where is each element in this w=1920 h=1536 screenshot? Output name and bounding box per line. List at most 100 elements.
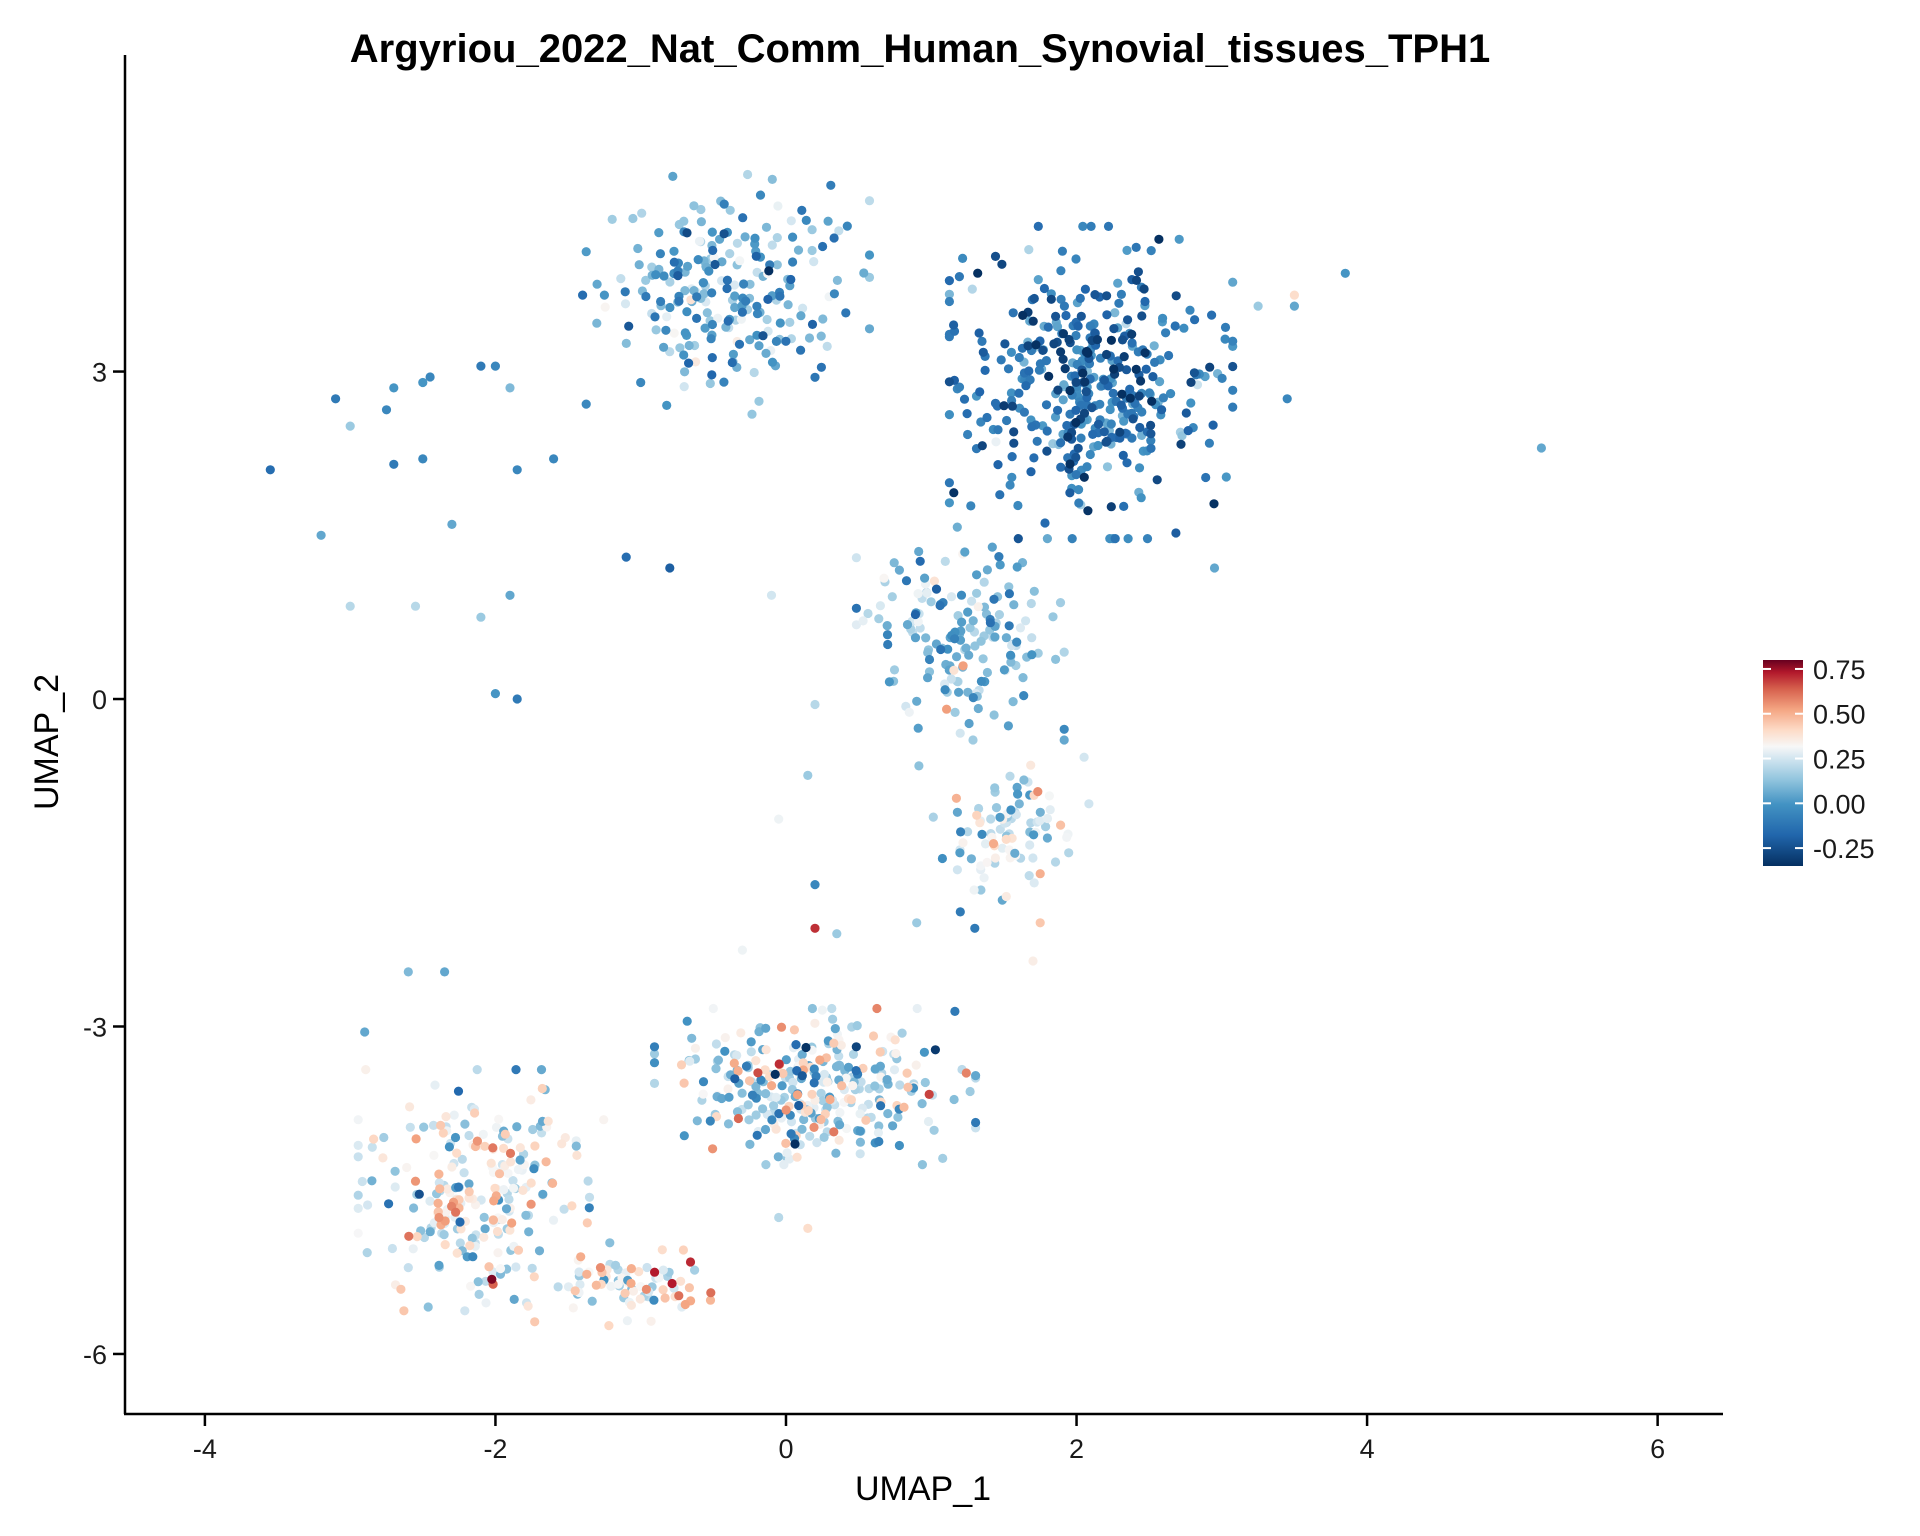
scatter-point [989,594,999,604]
scatter-point [651,325,661,335]
scatter-point [583,1176,593,1186]
scatter-point [740,232,750,242]
scatter-point [1228,336,1238,346]
scatter-point [940,556,950,567]
scatter-point [944,410,955,420]
x-tick-label: 6 [1650,1434,1665,1464]
scatter-point [973,703,983,714]
scatter-point [1171,528,1181,538]
scatter-point [679,350,689,360]
scatter-point [789,1025,800,1035]
scatter-point [465,1241,475,1251]
scatter-point [985,618,996,628]
scatter-point [1102,310,1112,320]
scatter-point [810,699,820,710]
scatter-point [1174,234,1184,244]
scatter-point [1025,840,1035,850]
scatter-point [962,409,972,419]
scatter-point [476,361,486,371]
scatter-point [961,1068,971,1078]
scatter-point [938,1153,948,1163]
scatter-point [894,565,905,575]
scatter-point [940,685,950,695]
scatter-point [864,196,875,206]
scatter-point [761,1023,771,1033]
scatter-point [829,1038,839,1048]
scatter-point [1149,341,1159,351]
colorbar-tick-label: -0.25 [1813,834,1875,864]
scatter-point [782,1148,792,1158]
scatter-point [788,257,798,267]
scatter-point [464,1179,474,1189]
scatter-point [834,1135,844,1145]
scatter-point [903,1082,913,1092]
scatter-point [440,1240,450,1250]
scatter-point [1123,534,1133,544]
scatter-point [1040,518,1050,528]
scatter-point [1176,439,1186,449]
scatter-point [1282,394,1292,404]
scatter-point [1019,407,1029,417]
scatter-point [982,667,993,678]
scatter-point [944,276,955,286]
scatter-point [1059,647,1069,657]
scatter-point [683,261,693,271]
scatter-point [433,1198,443,1208]
scatter-point [772,233,782,243]
scatter-point [737,1088,747,1098]
scatter-point [851,1042,861,1052]
scatter-point [911,1060,921,1070]
scatter-point [680,367,690,377]
scatter-point [667,1278,677,1289]
scatter-point [978,347,988,357]
scatter-point [834,226,844,236]
x-tick-label: 0 [778,1434,793,1464]
scatter-point [801,1042,811,1053]
scatter-point [1074,485,1084,495]
scatter-point [711,1039,722,1049]
scatter-point [790,1139,800,1149]
scatter-point [567,1201,577,1211]
scatter-point [418,454,428,464]
scatter-point [527,1263,537,1273]
scatter-point [662,312,672,322]
scatter-point [1081,387,1091,397]
scatter-point [1056,347,1066,357]
scatter-point [490,689,500,699]
scatter-point [810,1018,820,1028]
scatter-point [1053,405,1063,415]
scatter-point [893,1112,903,1122]
scatter-point [1076,433,1086,443]
scatter-point [949,320,959,330]
scatter-point [719,377,729,387]
scatter-point [734,339,745,349]
scatter-point [894,1140,905,1151]
scatter-point [1340,268,1350,278]
scatter-point [1001,891,1011,902]
scatter-point [682,307,692,317]
scatter-point [1014,352,1024,363]
scatter-point [668,171,678,181]
scatter-point [829,289,840,299]
scatter-point [773,201,783,211]
scatter-point [419,1122,429,1132]
scatter-point [955,848,965,858]
scatter-point [874,1136,884,1147]
scatter-point [1161,328,1171,338]
scatter-point [674,1291,684,1301]
scatter-point [708,1144,718,1154]
scatter-point [797,205,807,215]
scatter-point [584,1203,594,1213]
scatter-point [952,807,963,817]
scatter-point [846,1095,857,1105]
scatter-point [1053,385,1063,395]
scatter-point [479,1232,489,1242]
scatter-point [733,1066,743,1076]
scatter-point [455,1238,465,1248]
scatter-point [964,650,974,660]
scatter-point [1061,310,1071,321]
scatter-point [1009,438,1019,448]
scatter-point [685,1056,695,1066]
scatter-point [807,245,817,256]
scatter-point [505,590,515,600]
